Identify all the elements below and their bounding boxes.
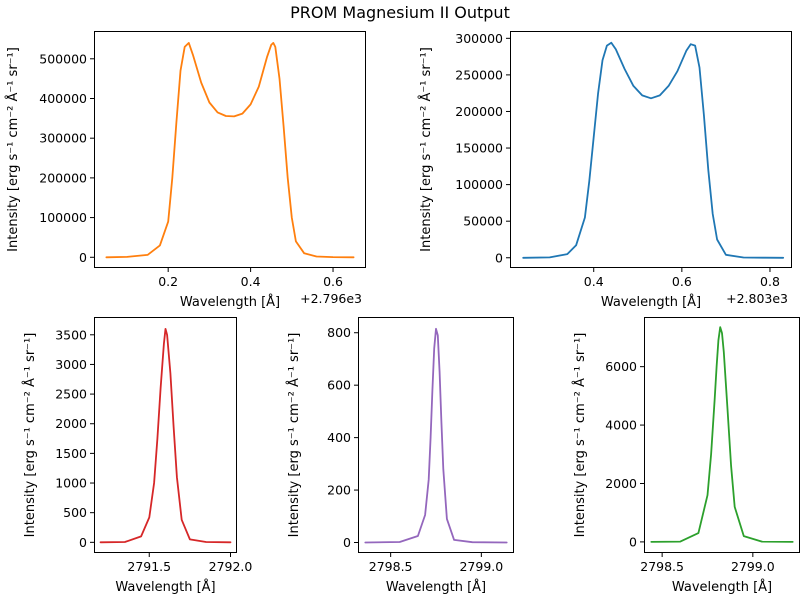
axes-frame <box>94 31 366 268</box>
subplot-5: 0 2000 4000 6000 2798.5 2799.0 Wavelength [Å] I… <box>572 317 800 595</box>
x-tick-label: 2798.5 <box>369 559 413 574</box>
y-tick-label: 200 <box>327 483 351 498</box>
y-tick-label: 4000 <box>605 418 637 433</box>
subplot-1: 0 100000 200000 300000 400000 500000 0.2 0.4 0.6… <box>5 31 366 310</box>
x-tick-label: 2799.0 <box>731 559 775 574</box>
y-tick-label: 500 <box>63 505 87 520</box>
y-tick-label: 250000 <box>455 67 503 82</box>
y-tick-label: 100000 <box>455 177 503 192</box>
x-tick-label: 2792.0 <box>209 559 253 574</box>
x-tick-label: 0.8 <box>760 274 780 289</box>
x-tick-label: 2798.5 <box>640 559 684 574</box>
x-axis-label: Wavelength [Å] <box>115 579 215 595</box>
y-axis-label: Intensity [erg s⁻¹ cm⁻² Å⁻¹ sr⁻¹] <box>572 333 588 538</box>
y-tick-label: 300000 <box>39 131 87 146</box>
y-axis-label: Intensity [erg s⁻¹ cm⁻² Å⁻¹ sr⁻¹] <box>418 47 434 252</box>
y-tick-label: 2500 <box>55 387 87 402</box>
y-axis-label: Intensity [erg s⁻¹ cm⁻² Å⁻¹ sr⁻¹] <box>286 333 302 538</box>
x-tick-label: 2799.0 <box>459 559 503 574</box>
x-axis-label: Wavelength [Å] <box>672 579 772 595</box>
y-tick-label: 200000 <box>455 104 503 119</box>
y-tick-label: 100000 <box>39 210 87 225</box>
x-tick-label: 0.4 <box>584 274 604 289</box>
figure-title: PROM Magnesium II Output <box>290 3 510 22</box>
x-offset-text: +2.803e3 <box>726 291 788 306</box>
y-tick-label: 150000 <box>455 141 503 156</box>
subplot-4: 0 200 400 600 800 2798.5 2799.0 Wavelength [Å] I… <box>286 317 514 595</box>
axes-frame <box>358 317 514 553</box>
y-tick-label: 500000 <box>39 51 87 66</box>
series-line <box>99 327 232 544</box>
x-axis-label: Wavelength [Å] <box>386 579 486 595</box>
series-line <box>650 326 794 543</box>
x-tick-label: 0.2 <box>158 274 178 289</box>
y-tick-label: 200000 <box>39 170 87 185</box>
y-tick-label: 0 <box>629 534 637 549</box>
y-tick-label: 3000 <box>55 357 87 372</box>
subplot-3: 0 500 1000 1500 2000 2500 3000 3500 2791.5 2792.0… <box>22 317 253 595</box>
series-line <box>364 327 508 544</box>
x-axis-label: Wavelength [Å] <box>601 294 701 310</box>
subplot-2: 0 50000 100000 150000 200000 250000 300000 0.4 0… <box>418 31 792 310</box>
y-tick-label: 6000 <box>605 359 637 374</box>
axes-frame <box>510 31 792 268</box>
y-tick-label: 300000 <box>455 31 503 46</box>
axes-frame <box>94 317 237 553</box>
y-tick-label: 0 <box>79 250 87 265</box>
y-tick-label: 50000 <box>463 214 503 229</box>
x-axis-label: Wavelength [Å] <box>180 294 280 310</box>
axes-frame <box>644 317 800 553</box>
x-tick-label: 2791.5 <box>127 559 171 574</box>
y-tick-label: 3500 <box>55 327 87 342</box>
y-tick-label: 600 <box>327 378 351 393</box>
y-tick-label: 400000 <box>39 91 87 106</box>
y-tick-label: 0 <box>343 535 351 550</box>
y-tick-label: 1000 <box>55 476 87 491</box>
x-tick-label: 0.6 <box>672 274 692 289</box>
y-tick-label: 1500 <box>55 446 87 461</box>
y-tick-label: 2000 <box>605 476 637 491</box>
series-line <box>522 41 785 259</box>
y-tick-label: 0 <box>79 535 87 550</box>
x-tick-label: 0.6 <box>323 274 343 289</box>
series-line <box>105 42 355 259</box>
y-axis-label: Intensity [erg s⁻¹ cm⁻² Å⁻¹ sr⁻¹] <box>22 333 38 538</box>
y-axis-label: Intensity [erg s⁻¹ cm⁻² Å⁻¹ sr⁻¹] <box>5 47 21 252</box>
y-tick-label: 2000 <box>55 416 87 431</box>
y-tick-label: 800 <box>327 325 351 340</box>
y-tick-label: 0 <box>495 250 503 265</box>
x-offset-text: +2.796e3 <box>300 291 362 306</box>
x-tick-label: 0.4 <box>241 274 261 289</box>
y-tick-label: 400 <box>327 430 351 445</box>
